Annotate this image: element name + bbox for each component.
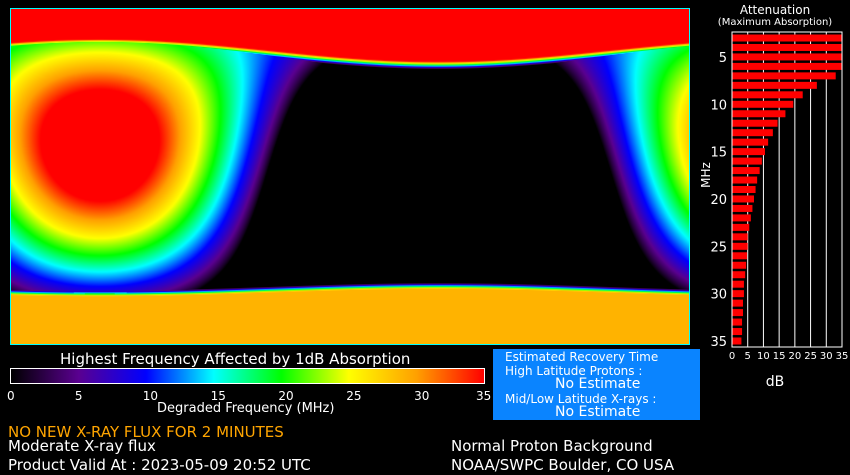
attenuation-bar xyxy=(732,233,748,241)
attenuation-bar xyxy=(732,148,765,156)
attenuation-bar xyxy=(732,271,746,279)
attenuation-chart: Attenuation(Maximum Absorption)0 5 10 15 20 2… xyxy=(700,3,849,390)
attenuation-bar xyxy=(732,119,778,127)
y-tick: 30 xyxy=(710,288,727,303)
y-tick: 20 xyxy=(710,193,727,208)
attenuation-bar xyxy=(732,337,742,345)
attenuation-bar xyxy=(732,328,743,336)
colorbar-tick: 0 xyxy=(7,389,15,403)
attenuation-bar xyxy=(732,290,744,298)
colorbar-tick: 25 xyxy=(346,389,362,403)
xray-status: Moderate X-ray flux xyxy=(8,437,156,455)
source: NOAA/SWPC Boulder, CO USA xyxy=(451,456,675,474)
attenuation-bar xyxy=(732,309,743,317)
xrays-label: Mid/Low Latitude X-rays : xyxy=(505,392,657,406)
attenuation-bar xyxy=(732,176,758,184)
recovery-panel: Estimated Recovery Time High Latitude Pr… xyxy=(493,349,700,420)
colorbar xyxy=(10,368,485,384)
colorbar-tick: 5 xyxy=(74,389,83,403)
colorbar-tick: 35 xyxy=(476,389,492,403)
protons-label: High Latitude Protons : xyxy=(505,364,643,378)
attenuation-bar xyxy=(732,129,773,137)
xrays-value: No Estimate xyxy=(555,404,641,420)
attenuation-bar xyxy=(732,204,753,212)
attenuation-bar xyxy=(732,62,842,70)
attenuation-bar xyxy=(732,53,842,61)
proton-status: Normal Proton Background xyxy=(451,437,653,455)
y-tick: 25 xyxy=(710,240,727,255)
attenuation-bar xyxy=(732,110,786,118)
map-title: Highest Frequency Affected by 1dB Absorp… xyxy=(60,350,411,368)
protons-value: No Estimate xyxy=(555,376,641,392)
attenuation-bar xyxy=(732,252,748,260)
attenuation-bar xyxy=(732,157,762,165)
attenuation-bar xyxy=(732,186,756,193)
colorbar-tick: 30 xyxy=(414,389,430,403)
attenuation-bar xyxy=(732,138,769,146)
attenuation-bar xyxy=(732,261,747,269)
attenuation-bar xyxy=(732,223,750,231)
flux-warning: NO NEW X-RAY FLUX FOR 2 MINUTES xyxy=(8,423,284,441)
chart-subtitle: (Maximum Absorption) xyxy=(718,17,832,28)
attenuation-bar xyxy=(732,214,751,222)
attenuation-bar xyxy=(732,81,817,89)
colorbar-tick: 20 xyxy=(278,389,294,403)
attenuation-bar xyxy=(732,72,836,80)
x-tick: 15 xyxy=(773,351,786,362)
x-tick: 20 xyxy=(788,351,801,362)
y-axis-label: MHz xyxy=(700,162,713,188)
attenuation-bar xyxy=(732,100,794,108)
attenuation-bar xyxy=(732,43,842,51)
valid-time: Product Valid At : 2023-05-09 20:52 UTC xyxy=(8,456,311,474)
attenuation-bar xyxy=(732,242,748,250)
colorbar-tick: 15 xyxy=(210,389,226,403)
attenuation-bar xyxy=(732,318,743,326)
y-tick: 5 xyxy=(719,51,727,66)
x-tick: 10 xyxy=(757,351,770,362)
y-tick: 35 xyxy=(710,335,727,350)
chart-title: Attenuation xyxy=(740,3,810,17)
y-tick: 15 xyxy=(710,146,727,161)
attenuation-bar xyxy=(732,34,842,42)
x-tick: 5 xyxy=(745,351,751,362)
attenuation-bar xyxy=(732,280,744,288)
x-tick: 25 xyxy=(804,351,817,362)
colorbar-tick: 10 xyxy=(142,389,158,403)
attenuation-bar xyxy=(732,195,754,203)
recovery-title: Estimated Recovery Time xyxy=(505,350,659,364)
attenuation-bar xyxy=(732,167,760,175)
colorbar-label: Degraded Frequency (MHz) xyxy=(157,401,335,416)
chart-frame xyxy=(731,31,843,348)
x-tick: 30 xyxy=(820,351,833,362)
absorption-map xyxy=(10,8,690,345)
attenuation-bar xyxy=(732,91,803,99)
x-tick: 35 xyxy=(836,351,849,362)
y-tick: 10 xyxy=(710,98,727,113)
x-axis-label: dB xyxy=(766,374,785,390)
attenuation-bar xyxy=(732,299,743,307)
x-tick: 0 xyxy=(729,351,735,362)
